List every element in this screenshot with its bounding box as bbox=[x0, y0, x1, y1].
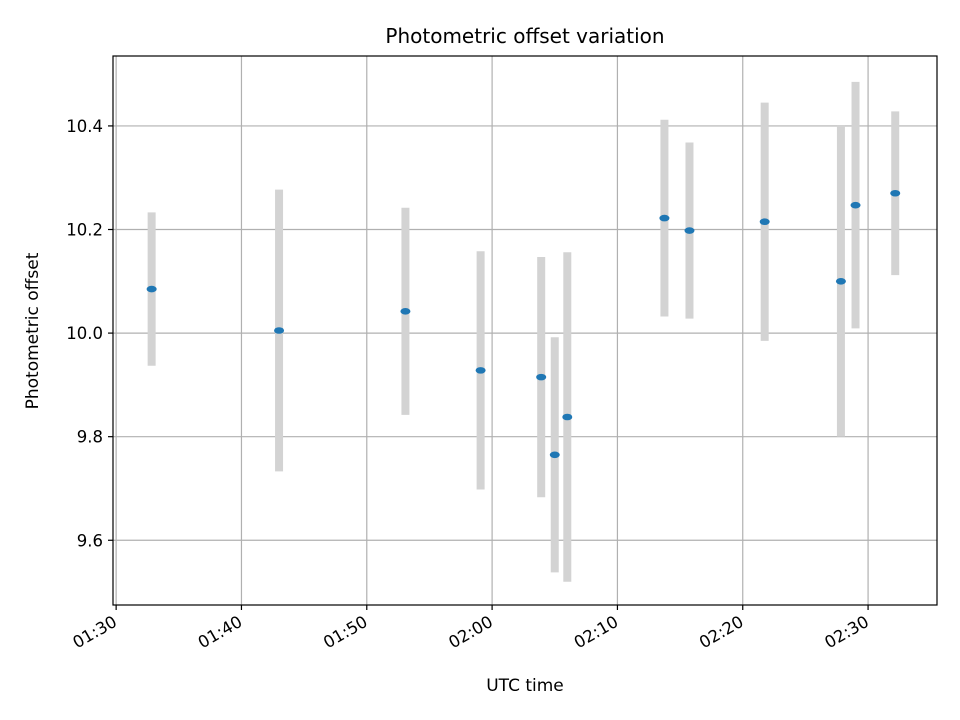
data-point bbox=[475, 367, 486, 374]
y-tick-label: 10.2 bbox=[66, 221, 103, 240]
data-point bbox=[890, 189, 901, 197]
plot-frame bbox=[112, 55, 938, 606]
y-tick-label: 9.8 bbox=[77, 428, 103, 447]
y-axis-ticks: 9.6 9.8 10.0 10.2 10.4 bbox=[66, 117, 113, 550]
y-tick-label: 10.4 bbox=[66, 117, 103, 136]
data-point bbox=[536, 373, 547, 381]
data-point bbox=[549, 451, 560, 459]
data-point bbox=[274, 327, 285, 334]
data-point bbox=[850, 201, 861, 209]
data-point bbox=[400, 308, 411, 315]
x-axis-label: UTC time bbox=[486, 676, 564, 696]
y-tick-label: 9.6 bbox=[77, 531, 103, 550]
data-point bbox=[659, 214, 670, 222]
data-point bbox=[684, 227, 695, 234]
grid-lines bbox=[113, 56, 937, 605]
y-axis-label: Photometric offset bbox=[23, 252, 43, 409]
data-points bbox=[146, 189, 901, 459]
data-point bbox=[759, 218, 770, 226]
y-tick-label: 10.0 bbox=[66, 324, 103, 343]
data-point bbox=[146, 285, 157, 293]
data-point bbox=[835, 277, 846, 285]
chart-title: Photometric offset variation bbox=[385, 24, 664, 48]
data-point bbox=[562, 413, 573, 421]
